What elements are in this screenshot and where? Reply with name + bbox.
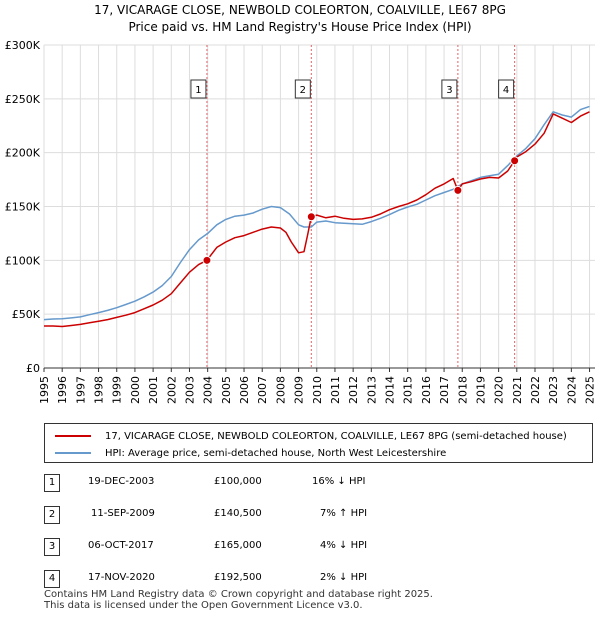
transaction-label: 3	[446, 85, 452, 96]
transaction-badge: 1	[44, 474, 60, 492]
x-tick-label: 2013	[365, 376, 378, 404]
y-tick-label: £200K	[5, 147, 41, 160]
legend-label-property: 17, VICARAGE CLOSE, NEWBOLD COLEORTON, C…	[105, 430, 567, 442]
x-tick-label: 1996	[56, 376, 69, 404]
transaction-markers: 1 2 3 4	[190, 79, 520, 265]
x-tick-label: 2000	[129, 376, 142, 404]
x-tick-label: 2017	[438, 376, 451, 404]
transaction-lines	[206, 45, 516, 368]
x-tick-label: 2015	[402, 376, 415, 404]
legend-swatch-hpi	[55, 452, 91, 454]
x-tick-label: 2002	[165, 376, 178, 404]
price-chart: £0 £50K £100K £150K £200K £250K £300K 1995 1996 1…	[5, 39, 597, 404]
transaction-price: £140,500	[214, 508, 262, 519]
transaction-date: 19-DEC-2003	[88, 476, 155, 487]
x-tick-label: 2009	[293, 376, 306, 404]
transaction-hpi: 7% ↑ HPI	[320, 508, 368, 519]
x-tick-label: 2016	[420, 376, 433, 404]
transaction-hpi: 16% ↓ HPI	[312, 476, 366, 487]
transaction-label: 1	[195, 85, 201, 96]
transaction-date: 11-SEP-2009	[91, 508, 155, 519]
transaction-point	[202, 255, 212, 265]
transaction-price: £165,000	[214, 540, 262, 551]
x-tick-label: 1997	[74, 376, 87, 404]
y-tick-label: £50K	[12, 308, 41, 321]
x-tick-label: 2010	[311, 376, 324, 404]
transaction-badge: 4	[44, 570, 60, 588]
legend: 17, VICARAGE CLOSE, NEWBOLD COLEORTON, C…	[44, 423, 593, 463]
transaction-label-box	[441, 79, 458, 99]
transaction-label-box	[190, 79, 207, 99]
x-tick-label: 2021	[511, 376, 524, 404]
x-tick-label: 2025	[584, 376, 597, 404]
transaction-label-box	[498, 79, 515, 99]
hpi-line	[43, 105, 590, 321]
x-tick-label: 2004	[202, 376, 215, 404]
legend-swatch-property	[55, 435, 91, 437]
table-row: 1 19-DEC-2003 £100,000 16% ↓ HPI	[44, 474, 384, 494]
transaction-date: 06-OCT-2017	[88, 540, 154, 551]
transaction-hpi: 4% ↓ HPI	[320, 540, 368, 551]
y-tick-label: £100K	[5, 254, 41, 267]
x-tick-label: 2003	[183, 376, 196, 404]
y-tick-label: £300K	[5, 39, 41, 52]
y-tick-label: £0	[26, 362, 40, 375]
y-tick-label: £250K	[5, 93, 41, 106]
table-row: 2 11-SEP-2009 £140,500 7% ↑ HPI	[44, 506, 384, 526]
footer: Contains HM Land Registry data © Crown c…	[44, 589, 433, 611]
transaction-date: 17-NOV-2020	[88, 572, 155, 583]
chart-title-line1: 17, VICARAGE CLOSE, NEWBOLD COLEORTON, C…	[94, 3, 506, 17]
x-tick-label: 2007	[256, 376, 269, 404]
transaction-point	[510, 156, 520, 166]
axes: £0 £50K £100K £150K £200K £250K £300K 1995 1996 1…	[5, 39, 597, 404]
x-tick-label: 2008	[274, 376, 287, 404]
transaction-label-box	[294, 79, 311, 99]
x-tick-label: 2024	[565, 376, 578, 404]
transaction-badge: 2	[44, 506, 60, 524]
x-tick-label: 2012	[347, 376, 360, 404]
transaction-label: 2	[300, 85, 306, 96]
footer-licence: This data is licensed under the Open Gov…	[44, 600, 363, 611]
x-tick-label: 2022	[529, 376, 542, 404]
transaction-point	[306, 212, 316, 222]
x-tick-label: 2011	[329, 376, 342, 404]
x-tick-label: 2005	[220, 376, 233, 404]
x-tick-label: 1998	[93, 376, 106, 404]
legend-item-hpi: HPI: Average price, semi-detached house,…	[55, 445, 446, 461]
y-tick-label: £150K	[5, 201, 41, 214]
legend-item-property: 17, VICARAGE CLOSE, NEWBOLD COLEORTON, C…	[55, 428, 567, 444]
x-tick-label: 2020	[493, 376, 506, 404]
footer-copyright: Contains HM Land Registry data © Crown c…	[44, 589, 433, 600]
table-row: 4 17-NOV-2020 £192,500 2% ↓ HPI	[44, 570, 384, 590]
transaction-hpi: 2% ↓ HPI	[320, 572, 368, 583]
x-tick-label: 1995	[38, 376, 51, 404]
table-row: 3 06-OCT-2017 £165,000 4% ↓ HPI	[44, 538, 384, 558]
x-tick-label: 2018	[456, 376, 469, 404]
x-tick-label: 2001	[147, 376, 160, 404]
transaction-point	[453, 185, 463, 195]
x-tick-label: 1999	[111, 376, 124, 404]
transaction-price: £100,000	[214, 476, 262, 487]
chart-title-line2: Price paid vs. HM Land Registry's House …	[128, 20, 472, 34]
x-tick-label: 2006	[238, 376, 251, 404]
transaction-label: 4	[503, 85, 509, 96]
transaction-price: £192,500	[214, 572, 262, 583]
transaction-badge: 3	[44, 538, 60, 556]
x-tick-label: 2014	[384, 376, 397, 404]
legend-label-hpi: HPI: Average price, semi-detached house,…	[105, 447, 447, 459]
x-tick-label: 2023	[547, 376, 560, 404]
x-tick-label: 2019	[474, 376, 487, 404]
